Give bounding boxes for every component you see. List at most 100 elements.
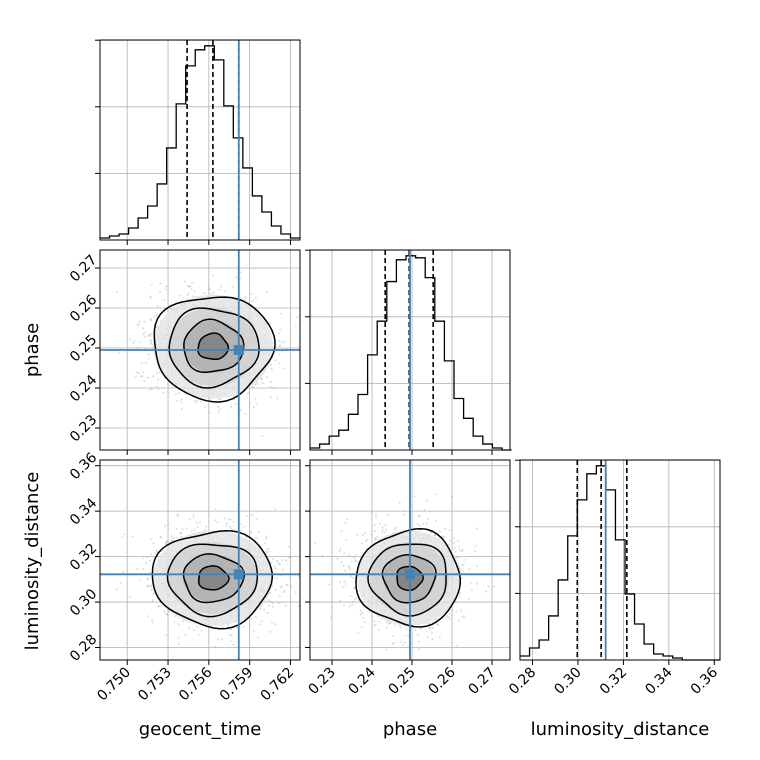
sample-point: [339, 547, 342, 550]
sample-point: [189, 285, 192, 288]
density-shading: [197, 333, 228, 360]
sample-point: [149, 584, 152, 587]
sample-point: [338, 550, 341, 553]
sample-point: [155, 315, 158, 317]
sample-point: [240, 529, 243, 532]
sample-point: [414, 628, 417, 631]
sample-point: [343, 580, 346, 583]
sample-point: [455, 644, 458, 647]
sample-point: [356, 534, 359, 537]
sample-point: [136, 346, 139, 349]
sample-point: [265, 537, 268, 540]
sample-point: [328, 583, 331, 586]
sample-point: [250, 293, 253, 295]
y-tick-label-luminosity_distance: 0.36: [67, 450, 100, 483]
sample-point: [352, 600, 355, 603]
sample-point: [357, 632, 360, 635]
sample-point: [461, 616, 464, 618]
sample-point: [434, 533, 437, 536]
sample-point: [274, 623, 277, 626]
sample-point: [344, 569, 347, 572]
sample-point: [384, 524, 387, 527]
y-tick-label-luminosity_distance: 0.30: [67, 586, 100, 619]
sample-point: [385, 626, 388, 629]
sample-point: [167, 523, 170, 526]
sample-point: [374, 530, 377, 533]
sample-point: [348, 565, 351, 568]
sample-point: [265, 291, 268, 294]
sample-point: [193, 516, 196, 519]
histogram-geocent_time: [100, 45, 300, 239]
sample-point: [149, 553, 152, 555]
sample-point: [263, 542, 266, 545]
sample-point: [178, 391, 180, 394]
sample-point: [162, 392, 165, 394]
sample-point: [261, 620, 264, 623]
sample-point: [288, 576, 291, 579]
sample-point: [361, 612, 364, 615]
sample-point: [353, 598, 356, 601]
sample-point: [160, 536, 163, 539]
sample-point: [242, 625, 245, 628]
sample-point: [157, 605, 160, 608]
sample-point: [143, 320, 146, 323]
sample-point: [267, 599, 270, 601]
sample-point: [255, 402, 258, 405]
sample-point: [344, 521, 347, 524]
sample-point: [455, 610, 458, 613]
sample-point: [270, 364, 272, 366]
y-tick-label-luminosity_distance: 0.28: [67, 632, 100, 665]
sample-point: [279, 329, 282, 331]
sample-point: [448, 618, 451, 621]
sample-point: [377, 628, 380, 631]
sample-point: [434, 493, 437, 496]
sample-point: [297, 604, 300, 607]
marginal-panel-luminosity_distance: 0.28 0.30 0.32 0.34 0.36: [506, 459, 721, 698]
sample-point: [138, 320, 141, 323]
sample-point: [147, 334, 150, 337]
sample-point: [476, 582, 479, 585]
sample-point: [407, 635, 410, 638]
sample-point: [265, 376, 268, 379]
sample-point: [251, 646, 254, 649]
sample-point: [170, 535, 173, 538]
sample-point: [275, 560, 278, 563]
sample-point: [165, 634, 168, 637]
sample-point: [393, 528, 396, 531]
sample-point: [259, 607, 262, 610]
sample-point: [302, 342, 304, 344]
sample-point: [254, 297, 257, 299]
sample-point: [150, 589, 153, 591]
sample-point: [208, 288, 211, 291]
sample-point: [375, 535, 378, 538]
sample-point: [163, 610, 166, 613]
sample-point: [286, 583, 289, 586]
sample-point: [442, 535, 445, 538]
sample-point: [143, 380, 146, 383]
sample-point: [210, 292, 213, 295]
sample-point: [156, 305, 159, 308]
sample-point: [273, 386, 276, 389]
sample-point: [447, 543, 450, 546]
sample-point: [282, 591, 285, 594]
sample-point: [240, 523, 242, 526]
sample-point: [148, 559, 151, 562]
sample-point: [487, 585, 490, 588]
sample-point: [165, 540, 168, 543]
contour-line: [182, 553, 246, 604]
sample-point: [188, 518, 191, 521]
sample-point: [151, 599, 154, 602]
sample-point: [230, 634, 233, 637]
sample-point: [340, 530, 343, 532]
sample-point: [444, 528, 447, 530]
sample-point: [265, 550, 268, 553]
sample-point: [285, 584, 288, 586]
sample-point: [269, 630, 272, 633]
sample-point: [150, 342, 153, 345]
sample-point: [371, 615, 374, 618]
sample-point: [159, 282, 162, 285]
x-tick-label-geocent_time: 0.750: [94, 665, 134, 705]
sample-point: [249, 530, 252, 533]
sample-point: [431, 627, 434, 630]
sample-point: [278, 362, 281, 365]
